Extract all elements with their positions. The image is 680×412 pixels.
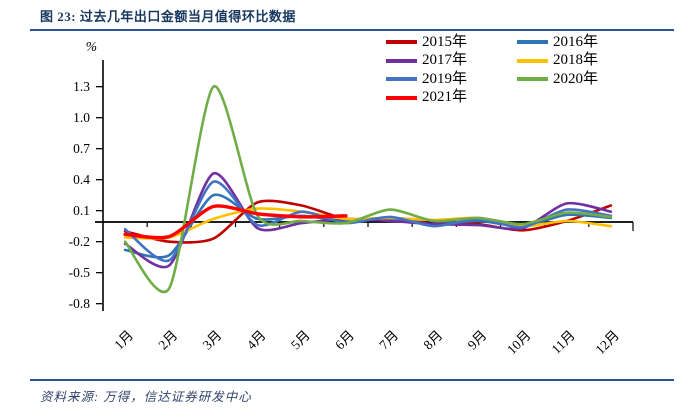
x-tick-label: 7月 bbox=[376, 328, 401, 353]
x-tick-label: 10月 bbox=[504, 328, 534, 358]
legend-swatch-icon bbox=[386, 95, 417, 100]
x-tick-label: 5月 bbox=[288, 328, 313, 353]
legend-swatch-icon bbox=[517, 77, 548, 82]
y-tick-label: -0.8 bbox=[69, 296, 91, 311]
legend-label: 2018年 bbox=[553, 52, 599, 69]
legend-item-2020年: 2020年 bbox=[517, 70, 648, 89]
top-rule bbox=[30, 29, 674, 31]
x-tick-label: 6月 bbox=[332, 328, 357, 353]
legend-label: 2020年 bbox=[553, 70, 599, 87]
x-tick-label: 2月 bbox=[155, 328, 180, 353]
legend-item-2017年: 2017年 bbox=[386, 52, 517, 71]
legend-label: 2019年 bbox=[422, 70, 468, 87]
legend-item-2021年: 2021年 bbox=[386, 89, 517, 108]
series-line-2021年 bbox=[123, 204, 348, 240]
y-tick-label: 0.1 bbox=[73, 203, 90, 218]
series-line-2020年 bbox=[123, 85, 613, 294]
x-tick-label: 1月 bbox=[111, 328, 136, 353]
legend-item-2016年: 2016年 bbox=[517, 33, 648, 52]
legend-swatch-icon bbox=[386, 58, 417, 63]
x-tick-label: 8月 bbox=[420, 328, 445, 353]
legend-swatch-icon bbox=[386, 40, 417, 45]
x-tick-label: 9月 bbox=[465, 328, 490, 353]
y-tick-label: 1.3 bbox=[73, 79, 90, 94]
y-axis-unit-label: % bbox=[86, 39, 97, 54]
source-note: 资料来源: 万得，信达证券研发中心 bbox=[40, 390, 252, 404]
series-line-2019年 bbox=[123, 180, 613, 263]
x-tick-label: 12月 bbox=[592, 328, 622, 358]
legend-swatch-icon bbox=[517, 58, 548, 63]
legend-swatch-icon bbox=[517, 40, 548, 45]
bottom-rule bbox=[30, 379, 674, 381]
x-tick-label: 4月 bbox=[244, 328, 269, 353]
legend-item-2015年: 2015年 bbox=[386, 33, 517, 52]
y-tick-label: -0.2 bbox=[69, 234, 90, 249]
legend-item-2019年: 2019年 bbox=[386, 70, 517, 89]
x-tick-label: 11月 bbox=[549, 328, 578, 357]
legend-item-2018年: 2018年 bbox=[517, 52, 648, 71]
x-tick-label: 3月 bbox=[200, 328, 225, 353]
legend-label: 2021年 bbox=[422, 89, 468, 106]
chart-legend: 2015年 2016年 2017年 2018年 2019年 2020年 2021年 bbox=[386, 33, 652, 107]
legend-swatch-icon bbox=[386, 77, 417, 82]
figure-title: 图 23: 过去几年出口金额当月值得环比数据 bbox=[40, 9, 296, 24]
legend-label: 2016年 bbox=[553, 33, 599, 50]
y-tick-label: 0.7 bbox=[73, 141, 90, 156]
legend-label: 2015年 bbox=[422, 33, 468, 50]
y-tick-label: 0.4 bbox=[73, 172, 90, 187]
y-tick-label: 1.0 bbox=[73, 110, 90, 125]
legend-label: 2017年 bbox=[422, 52, 468, 69]
y-tick-label: -0.5 bbox=[69, 265, 91, 280]
